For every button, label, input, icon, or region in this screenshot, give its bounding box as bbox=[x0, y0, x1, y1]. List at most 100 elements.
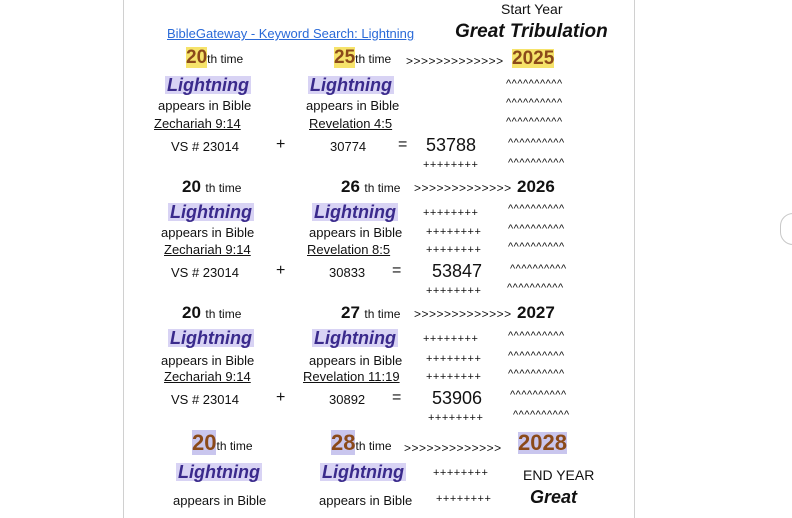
block4-left-lightning: Lightning bbox=[176, 462, 262, 482]
block2-right-num: 30833 bbox=[329, 265, 366, 280]
carets: ^^^^^^^^^^ bbox=[506, 116, 563, 128]
block1-left-lightning: Lightning bbox=[165, 75, 251, 95]
block1-right-ref: Revelation 4:5 bbox=[309, 116, 393, 131]
th-time-label: th time bbox=[355, 52, 392, 66]
block3-left-lightning: Lightning bbox=[168, 328, 254, 348]
block3-left-count-line: 20 th time bbox=[182, 304, 241, 322]
biblegateway-link[interactable]: BibleGateway - Keyword Search: Lightning bbox=[167, 26, 415, 41]
block4-right-count: 28 bbox=[331, 430, 356, 455]
block1-left-ref: Zechariah 9:14 bbox=[154, 116, 241, 131]
plus-sign: + bbox=[276, 389, 286, 406]
block1-right-num: 30774 bbox=[330, 139, 367, 154]
carets: ^^^^^^^^^^ bbox=[508, 223, 565, 235]
th-time-label: th time bbox=[205, 307, 242, 321]
carets: ^^^^^^^^^^ bbox=[506, 97, 563, 109]
block1-right-count: 25 bbox=[334, 47, 356, 68]
th-time-label: th time bbox=[364, 307, 401, 321]
th-time-label: th time bbox=[205, 181, 242, 195]
block1-left-count: 20 bbox=[186, 47, 208, 68]
block1-left-vs: VS # 23014 bbox=[171, 139, 239, 154]
th-time-label: th time bbox=[364, 181, 401, 195]
carets: ^^^^^^^^^^ bbox=[510, 389, 567, 401]
plus-row: ++++++++ bbox=[426, 285, 482, 297]
block2-left-appears: appears in Bible bbox=[161, 225, 255, 240]
plus-row: ++++++++ bbox=[426, 353, 482, 365]
th-time-label: th time bbox=[216, 439, 253, 453]
plus-row: ++++++++ bbox=[423, 207, 479, 219]
block4-right-lightning: Lightning bbox=[320, 462, 406, 482]
block2-right-count: 26 bbox=[341, 177, 360, 196]
block2-year: 2026 bbox=[517, 177, 555, 196]
block4-right-count-line: 28th time bbox=[331, 430, 392, 455]
carets: ^^^^^^^^^^ bbox=[510, 263, 567, 275]
equals-sign: = bbox=[392, 389, 402, 406]
block2-right-count-line: 26 th time bbox=[341, 178, 400, 196]
block1-result: 53788 bbox=[426, 135, 477, 155]
th-time-label: th time bbox=[355, 439, 392, 453]
equals-sign: = bbox=[398, 136, 408, 153]
block1-left-count-line: 20th time bbox=[186, 47, 244, 68]
block2-right-appears: appears in Bible bbox=[309, 225, 403, 240]
plus-row: ++++++++ bbox=[426, 226, 482, 238]
carets: ^^^^^^^^^^ bbox=[506, 78, 563, 90]
th-time-label: th time bbox=[207, 52, 244, 66]
block3-left-count: 20 bbox=[182, 303, 201, 322]
plus-row: ++++++++ bbox=[426, 244, 482, 256]
block3-result: 53906 bbox=[432, 388, 483, 408]
block1-left-appears: appears in Bible bbox=[158, 98, 252, 113]
block3-right-count: 27 bbox=[341, 303, 360, 322]
carets: ^^^^^^^^^^ bbox=[508, 350, 565, 362]
plus-row: ++++++++ bbox=[426, 371, 482, 383]
block3-arrows: >>>>>>>>>>>>> bbox=[414, 307, 512, 321]
carets: ^^^^^^^^^^ bbox=[507, 282, 564, 294]
end-year-label: END YEAR bbox=[523, 467, 595, 483]
plus-row: ++++++++ bbox=[433, 467, 489, 479]
block1-right-count-line: 25th time bbox=[334, 47, 392, 68]
block2-left-count-line: 20 th time bbox=[182, 178, 241, 196]
block2-left-vs: VS # 23014 bbox=[171, 265, 239, 280]
carets: ^^^^^^^^^^ bbox=[513, 409, 570, 421]
block4-left-count: 20 bbox=[192, 430, 217, 455]
carets: ^^^^^^^^^^ bbox=[508, 241, 565, 253]
block2-left-ref: Zechariah 9:14 bbox=[164, 242, 251, 257]
block4-year: 2028 bbox=[518, 430, 567, 455]
block3-right-num: 30892 bbox=[329, 392, 366, 407]
carets: ^^^^^^^^^^ bbox=[508, 203, 565, 215]
scroll-handle[interactable] bbox=[780, 213, 792, 245]
plus-sign: + bbox=[276, 262, 286, 279]
carets: ^^^^^^^^^^ bbox=[508, 368, 565, 380]
plus-row: ++++++++ bbox=[428, 412, 484, 424]
great-label: Great bbox=[530, 487, 578, 507]
block3-right-ref: Revelation 11:19 bbox=[303, 369, 400, 384]
block3-left-appears: appears in Bible bbox=[161, 353, 255, 368]
block3-right-appears: appears in Bible bbox=[309, 353, 403, 368]
block2-left-lightning: Lightning bbox=[168, 202, 254, 222]
plus-row: ++++++++ bbox=[423, 333, 479, 345]
block2-right-lightning: Lightning bbox=[312, 202, 398, 222]
block1-right-lightning: Lightning bbox=[308, 75, 394, 95]
start-year-label: Start Year bbox=[501, 1, 563, 17]
plus-row: ++++++++ bbox=[423, 159, 479, 171]
block2-result: 53847 bbox=[432, 261, 483, 281]
block1-right-appears: appears in Bible bbox=[306, 98, 400, 113]
block1-year: 2025 bbox=[512, 48, 555, 69]
carets: ^^^^^^^^^^ bbox=[508, 157, 565, 169]
equals-sign: = bbox=[392, 262, 402, 279]
block3-left-ref: Zechariah 9:14 bbox=[164, 369, 251, 384]
block2-right-ref: Revelation 8:5 bbox=[307, 242, 391, 257]
block3-right-lightning: Lightning bbox=[312, 328, 398, 348]
carets: ^^^^^^^^^^ bbox=[508, 137, 565, 149]
block4-left-appears: appears in Bible bbox=[173, 493, 267, 508]
document-page: Start Year BibleGateway - Keyword Search… bbox=[123, 0, 635, 518]
great-tribulation-title: Great Tribulation bbox=[455, 21, 608, 42]
block1-arrows: >>>>>>>>>>>>> bbox=[406, 54, 504, 68]
block3-left-vs: VS # 23014 bbox=[171, 392, 239, 407]
block2-arrows: >>>>>>>>>>>>> bbox=[414, 181, 512, 195]
block4-arrows: >>>>>>>>>>>>> bbox=[404, 441, 502, 455]
block4-right-appears: appears in Bible bbox=[319, 493, 413, 508]
block2-left-count: 20 bbox=[182, 177, 201, 196]
block4-left-count-line: 20th time bbox=[192, 430, 253, 455]
plus-row: ++++++++ bbox=[436, 493, 492, 505]
carets: ^^^^^^^^^^ bbox=[508, 330, 565, 342]
block3-right-count-line: 27 th time bbox=[341, 304, 400, 322]
